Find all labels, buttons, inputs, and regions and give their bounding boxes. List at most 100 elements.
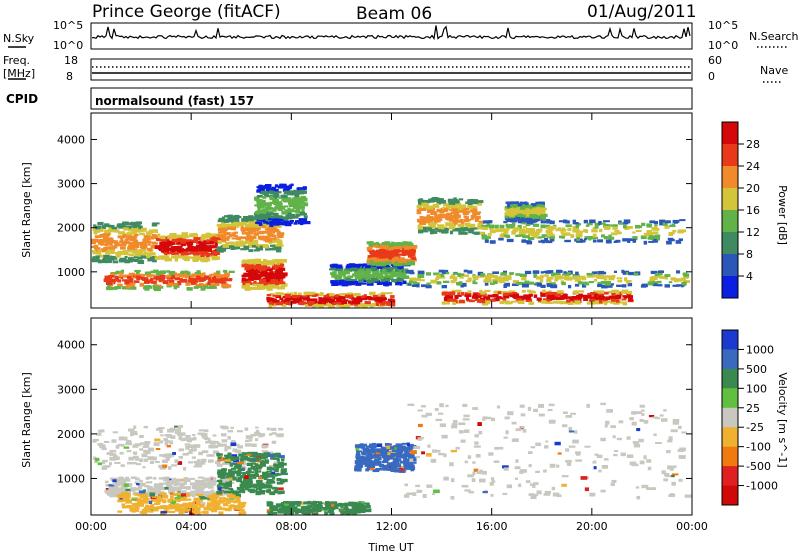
data-cell-13	[509, 213, 516, 216]
data-cell-9	[458, 198, 464, 201]
data-cell-8	[384, 257, 391, 262]
power-x-axis	[90, 113, 693, 308]
data-cell-1	[147, 486, 153, 491]
data-cell-3	[230, 488, 234, 492]
data-cell-1	[176, 245, 183, 248]
data-cell-6	[339, 296, 346, 300]
data-cell-1	[159, 482, 164, 485]
data-cell-2	[218, 217, 225, 221]
data-cell-9	[476, 202, 482, 206]
data-cell-0	[93, 438, 99, 442]
data-cell-0	[112, 453, 117, 456]
data-cell-11	[549, 282, 556, 285]
data-cell-12	[578, 293, 584, 297]
data-cell-0	[151, 222, 158, 227]
data-cell-9	[434, 227, 441, 231]
data-cell-9	[477, 225, 483, 230]
data-cell-6	[311, 298, 318, 301]
data-cell-11	[616, 284, 623, 287]
data-cell-2	[139, 511, 143, 514]
data-cell-10	[501, 228, 507, 232]
data-cell-3	[255, 466, 262, 470]
data-cell-0	[130, 228, 138, 231]
data-cell-11	[607, 281, 612, 286]
data-cell-1	[205, 233, 209, 236]
data-cell-5	[280, 283, 288, 287]
data-cell-2	[234, 214, 240, 218]
data-cell-6	[272, 294, 280, 297]
data-cell-10	[527, 237, 535, 241]
data-cell-2	[162, 499, 167, 504]
data-cell-4	[313, 501, 317, 505]
data-cell-12	[459, 299, 465, 304]
data-cell-4	[331, 503, 335, 507]
data-cell-13	[539, 208, 544, 211]
data-cell-10	[560, 230, 564, 234]
data-cell-6	[296, 299, 301, 302]
data-cell-9	[421, 230, 429, 233]
data-cell-2	[234, 219, 240, 223]
colorbar-tick-label: 24	[746, 160, 760, 173]
freq-label-line1: Freq.	[3, 54, 30, 67]
data-cell-4	[177, 273, 183, 277]
data-cell-3	[273, 201, 281, 204]
data-cell-1	[191, 485, 197, 489]
data-cell-13	[526, 205, 533, 209]
data-cell-5	[245, 287, 250, 291]
data-cell-3	[266, 222, 273, 225]
data-cell-0	[217, 442, 222, 447]
data-cell-12	[480, 291, 486, 295]
data-cell-0	[126, 249, 134, 252]
data-cell-12	[621, 298, 627, 301]
data-cell-5	[264, 282, 268, 286]
data-cell-0	[106, 452, 111, 455]
data-cell-0	[141, 453, 148, 458]
data-cell-0	[130, 430, 138, 434]
data-cell-1	[205, 252, 213, 257]
data-cell-11	[546, 276, 554, 280]
data-cell-11	[595, 271, 599, 275]
data-cell-0	[137, 225, 143, 228]
data-cell-11	[492, 279, 499, 282]
data-cell-3	[227, 490, 231, 494]
data-cell-3	[303, 215, 308, 219]
data-cell-2	[234, 217, 238, 221]
data-cell-3	[254, 197, 258, 201]
data-cell-10	[624, 227, 630, 230]
data-cell-3	[231, 454, 238, 458]
data-cell-3	[255, 210, 261, 214]
data-cell-12	[515, 298, 523, 301]
data-cell-2	[139, 500, 146, 504]
data-cell-0	[221, 462, 229, 466]
data-cell-3	[222, 479, 230, 483]
data-cell-1	[202, 491, 207, 494]
data-cell-0	[151, 241, 156, 245]
data-cell-10	[652, 231, 659, 234]
data-cell-4	[131, 272, 136, 276]
data-cell-0	[109, 456, 117, 461]
data-cell-4	[195, 284, 200, 287]
data-cell-11	[656, 272, 663, 276]
data-cell-2	[226, 231, 231, 235]
data-cell-5	[271, 267, 276, 270]
data-cell-1	[198, 248, 204, 252]
data-cell-10	[501, 232, 508, 236]
data-cell-12	[549, 301, 555, 304]
data-cell-6	[383, 297, 387, 301]
data-cell-8	[407, 243, 414, 247]
data-cell-12	[574, 290, 578, 295]
data-cell-3	[287, 192, 291, 196]
data-cell-6	[365, 303, 371, 306]
data-cell-9	[445, 205, 449, 209]
data-cell-1	[209, 483, 214, 486]
data-cell-0	[116, 224, 123, 228]
data-cell-6	[326, 293, 330, 296]
data-cell-2	[241, 511, 247, 515]
data-cell-8	[384, 247, 387, 250]
data-cell-0	[198, 429, 205, 432]
data-cell-7	[388, 271, 394, 274]
data-cell-10	[522, 235, 530, 239]
data-cell-0	[196, 463, 203, 468]
data-cell-5	[247, 269, 254, 272]
data-cell-2	[203, 511, 209, 514]
